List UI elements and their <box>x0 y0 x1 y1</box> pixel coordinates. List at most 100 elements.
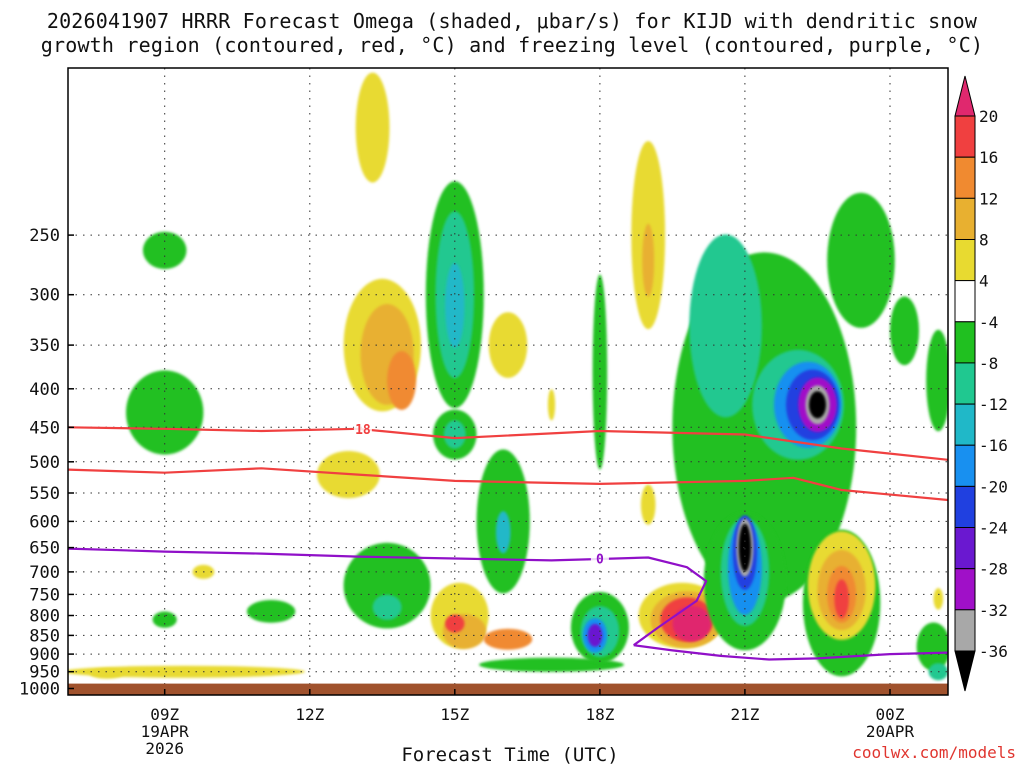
omega-cell <box>488 312 528 378</box>
colorbar-bin <box>954 403 976 446</box>
omega-cell <box>387 351 417 410</box>
x-tick-label: 18Z <box>585 705 614 724</box>
y-tick-label: 700 <box>29 563 60 583</box>
x-tick-label: 15Z <box>440 705 469 724</box>
x-tick-label: 09Z <box>150 705 179 724</box>
colorbar-level-label: 8 <box>979 231 989 250</box>
colorbar-bin <box>954 444 976 487</box>
colorbar-bin <box>954 239 976 282</box>
y-tick-label: 400 <box>29 380 60 400</box>
omega-cell <box>483 628 533 650</box>
colorbar-top-arrow <box>954 75 976 117</box>
x-tick-label: 21Z <box>730 705 759 724</box>
omega-cell <box>126 370 204 455</box>
omega-cell <box>142 231 187 270</box>
contour-dendritic-top-18 <box>68 426 948 461</box>
y-tick-label: 550 <box>29 484 60 504</box>
y-tick-label: 450 <box>29 418 60 438</box>
colorbar-level-label: 16 <box>979 148 998 167</box>
colorbar-bin <box>954 485 976 529</box>
omega-cell <box>343 542 431 629</box>
omega-cell <box>926 329 948 432</box>
y-tick-label: 950 <box>29 663 60 683</box>
y-tick-label: 850 <box>29 626 60 646</box>
colorbar-bin <box>954 362 976 405</box>
y-tick-label: 350 <box>29 336 60 356</box>
contour-label: 18 <box>355 423 371 438</box>
colorbar-level-label: -36 <box>979 642 1008 661</box>
omega-cell <box>355 72 390 183</box>
colorbar-bin <box>954 527 976 570</box>
colorbar-level-label: -28 <box>979 560 1008 579</box>
x-tick-date-label: 20APR <box>866 722 915 741</box>
x-tick-date-label: 19APR <box>141 722 190 741</box>
contour-label-bg <box>353 422 372 437</box>
colorbar-bin <box>954 280 976 323</box>
plot-frame <box>67 67 949 696</box>
omega-cell <box>246 600 296 623</box>
omega-cell <box>592 274 608 470</box>
omega-cell <box>89 668 124 679</box>
y-tick-label: 900 <box>29 645 60 665</box>
omega-cell <box>642 223 655 297</box>
contour-label-bg <box>590 552 609 566</box>
omega-cell <box>809 391 826 419</box>
colorbar-level-label: 12 <box>979 189 998 208</box>
y-tick-label: 250 <box>29 226 60 246</box>
x-tick-year-label: 2026 <box>145 739 184 758</box>
y-tick-label: 650 <box>29 539 60 559</box>
x-axis-label: Forecast Time (UTC) <box>401 744 619 766</box>
omega-cell <box>587 623 603 647</box>
omega-cell <box>933 588 944 610</box>
y-tick-label: 500 <box>29 453 60 473</box>
omega-cell <box>479 657 624 672</box>
colorbar-bottom-arrow <box>954 650 976 692</box>
watermark-text: coolwx.com/models <box>852 743 1016 762</box>
omega-cell <box>738 523 751 572</box>
y-tick-label: 600 <box>29 512 60 532</box>
omega-cell <box>152 611 177 628</box>
chart-title-line-1: 2026041907 HRRR Forecast Omega (shaded, … <box>46 9 978 33</box>
colorbar-level-label: 20 <box>979 107 998 126</box>
x-tick-label: 00Z <box>876 705 905 724</box>
colorbar-bin <box>954 197 976 241</box>
contour-label: 0 <box>596 553 604 568</box>
omega-cell <box>443 420 466 449</box>
colorbar-bin <box>954 321 976 364</box>
colorbar-level-label: 4 <box>979 272 989 291</box>
omega-cell <box>890 296 919 366</box>
y-tick-label: 750 <box>29 585 60 605</box>
contour-dendritic-bottom <box>68 467 948 502</box>
colorbar-bin <box>954 156 976 199</box>
omega-cell <box>834 579 849 619</box>
colorbar-bin <box>954 609 976 652</box>
omega-cell <box>547 389 556 421</box>
omega-cell <box>445 263 465 348</box>
omega-cell <box>827 192 895 328</box>
contour-freezing-level-0-low <box>633 644 948 661</box>
omega-cell <box>68 665 305 678</box>
y-tick-label: 300 <box>29 286 60 306</box>
y-tick-label: 800 <box>29 607 60 627</box>
colorbar-bin <box>954 115 976 158</box>
colorbar-bin <box>954 568 976 611</box>
y-tick-label: 1000 <box>19 680 60 700</box>
chart-title-line-2: growth region (contoured, red, °C) and f… <box>40 33 984 57</box>
colorbar-level-label: -32 <box>979 601 1008 620</box>
colorbar-level-label: -20 <box>979 477 1008 496</box>
x-tick-label: 12Z <box>295 705 324 724</box>
omega-cell <box>495 511 511 554</box>
colorbar-level-label: -8 <box>979 354 998 373</box>
omega-cell <box>372 594 402 620</box>
omega-cell <box>672 605 711 642</box>
ground-surface <box>68 683 948 695</box>
colorbar-level-label: -24 <box>979 519 1008 538</box>
omega-cell <box>916 622 948 671</box>
omega-cell <box>689 234 762 418</box>
colorbar-level-label: -16 <box>979 436 1008 455</box>
colorbar-level-label: -4 <box>979 313 998 332</box>
omega-cell <box>640 484 656 525</box>
colorbar-level-label: -12 <box>979 395 1008 414</box>
